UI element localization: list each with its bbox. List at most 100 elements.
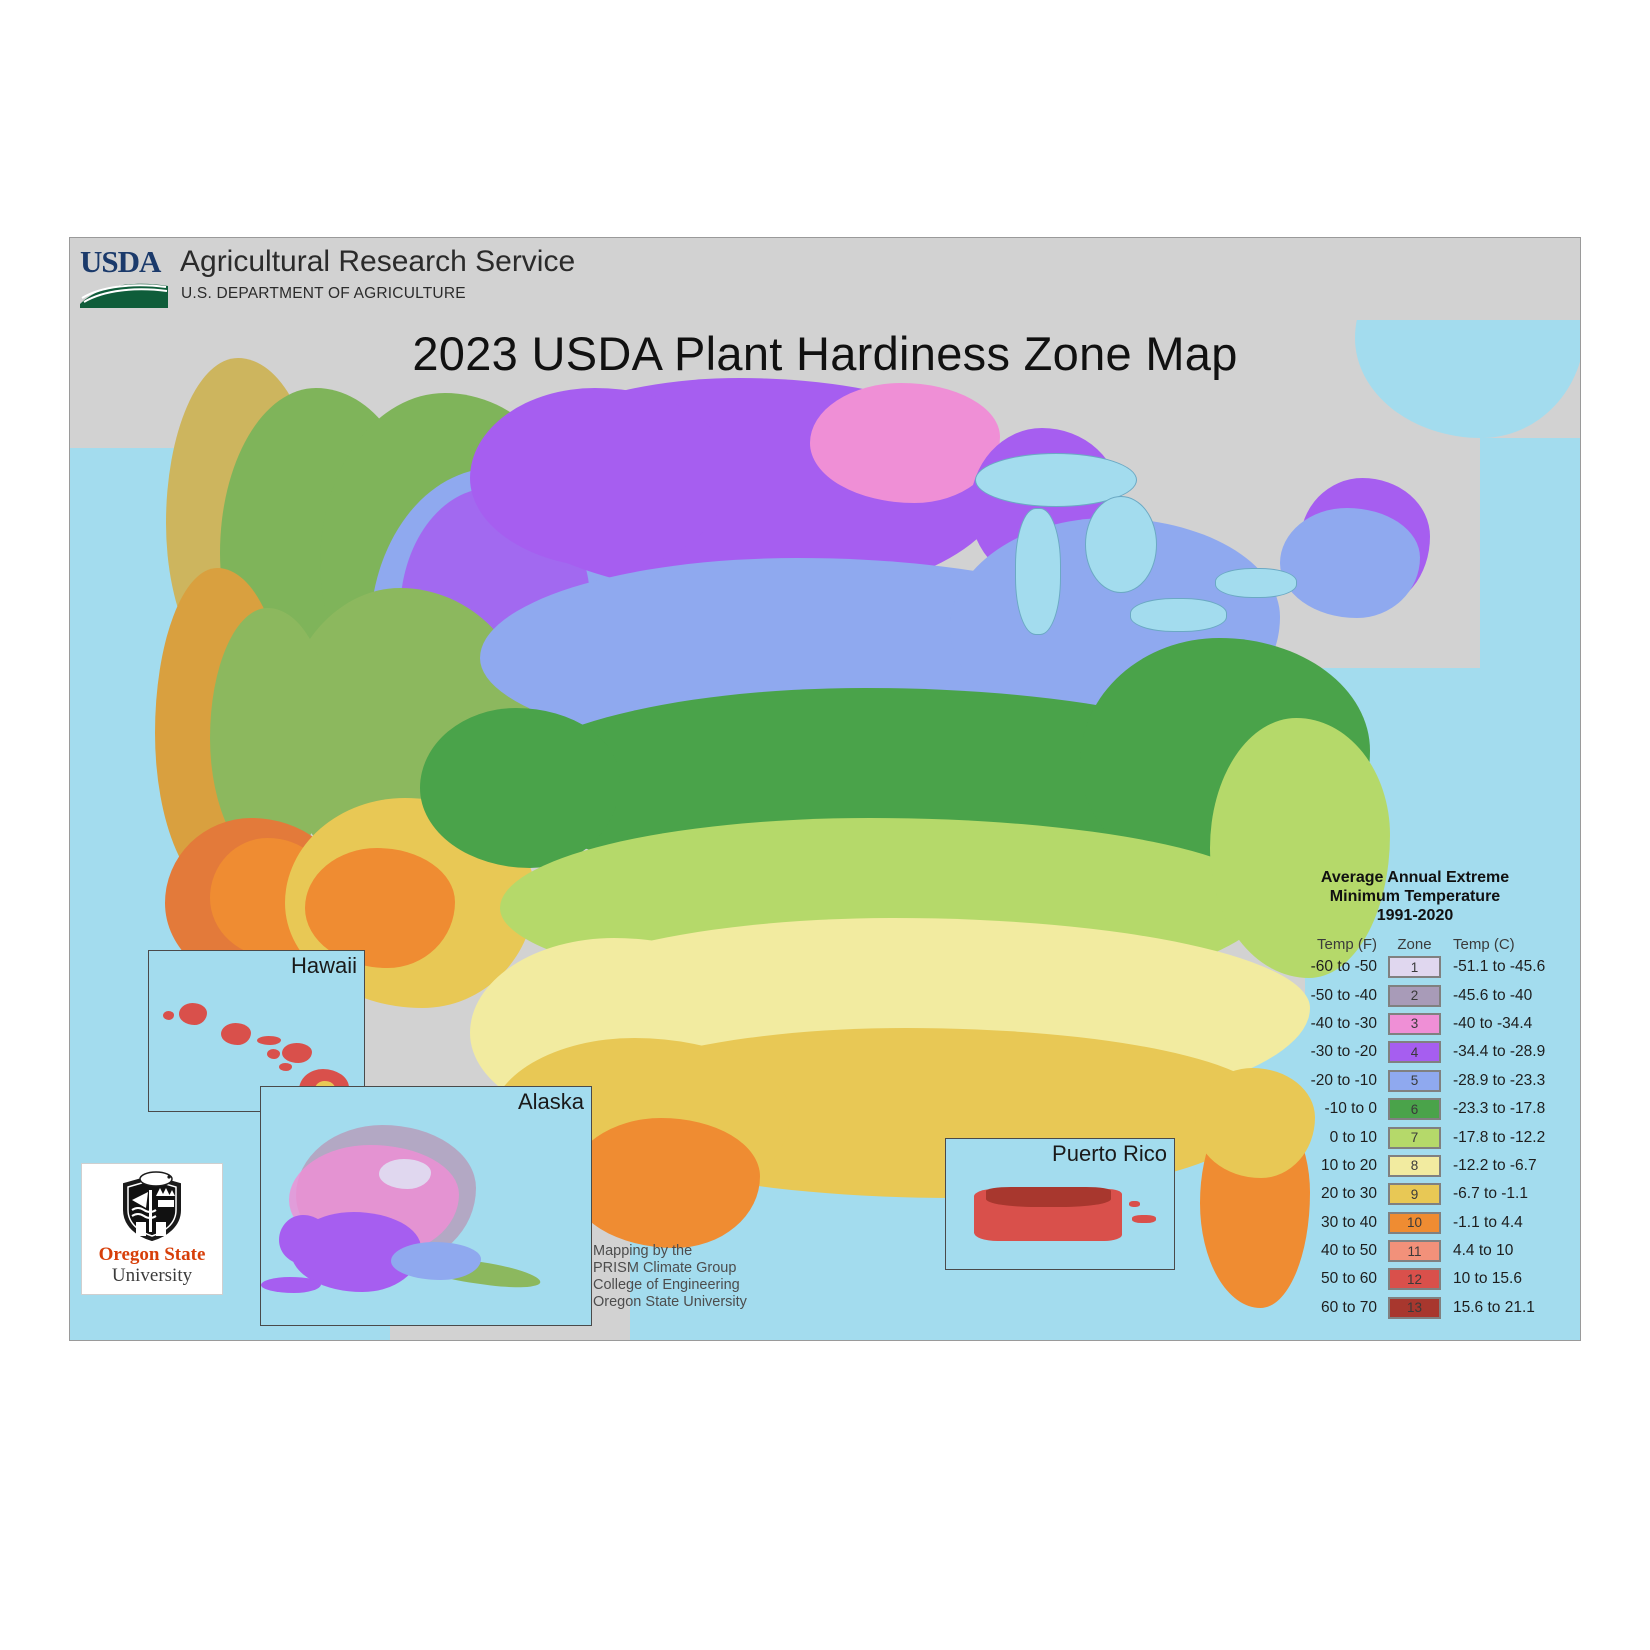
credit-line-4: Oregon State University (593, 1294, 747, 1310)
zone-region-montana-purple (470, 388, 730, 568)
legend-row: 20 to 30 9 -6.7 to -1.1 (1265, 1180, 1565, 1208)
legend-row: -40 to -30 3 -40 to -34.4 (1265, 1010, 1565, 1038)
oregon-state-beaver-crest-icon (116, 1170, 188, 1242)
legend-row: 50 to 60 12 10 to 15.6 (1265, 1265, 1565, 1293)
legend-temp-f: -50 to -40 (1310, 986, 1377, 1004)
legend-temp-f: -10 to 0 (1324, 1100, 1377, 1118)
legend-temp-f: -20 to -10 (1310, 1071, 1377, 1089)
legend-zone-swatch: 12 (1388, 1268, 1441, 1291)
header-band: USDA Agricultural Research Service U.S. … (70, 238, 1580, 320)
legend-header-temp-c: Temp (C) (1453, 936, 1515, 953)
credit-line-2: PRISM Climate Group (593, 1260, 737, 1276)
legend-temp-f: 10 to 20 (1320, 1156, 1377, 1174)
credit-line-3: College of Engineering (593, 1277, 740, 1293)
legend-row: -50 to -40 2 -45.6 to -40 (1265, 981, 1565, 1009)
legend-title: Average Annual Extreme Minimum Temperatu… (1265, 868, 1565, 925)
legend-temp-c: -45.6 to -40 (1453, 986, 1533, 1004)
legend-temp-c: -51.1 to -45.6 (1453, 958, 1546, 976)
legend-header-zone: Zone (1397, 936, 1432, 953)
legend-header-temp-f: Temp (F) (1317, 936, 1377, 953)
puerto-rico-culebra (1129, 1201, 1140, 1207)
legend-title-line1: Average Annual Extreme (1320, 869, 1510, 886)
legend-row: 10 to 20 8 -12.2 to -6.7 (1265, 1152, 1565, 1180)
legend-zone-swatch: 11 (1388, 1240, 1441, 1263)
legend-temp-f: 20 to 30 (1320, 1185, 1377, 1203)
zone-region-arizona-hot (305, 848, 455, 968)
legend-row: -10 to 0 6 -23.3 to -17.8 (1265, 1095, 1565, 1123)
legend-title-line3: 1991-2020 (1376, 907, 1454, 924)
legend-zone-swatch: 9 (1388, 1183, 1441, 1206)
legend-zone-swatch: 13 (1388, 1296, 1441, 1319)
hawaii-island-niihau (163, 1011, 174, 1020)
lake-huron (1085, 496, 1157, 593)
lake-erie (1130, 598, 1227, 632)
legend-zone-swatch: 7 (1388, 1126, 1441, 1149)
agency-name: Agricultural Research Service (180, 245, 576, 278)
legend-title-line2: Minimum Temperature (1329, 888, 1501, 905)
legend-zone-swatch: 10 (1388, 1211, 1441, 1234)
oregon-state-wordmark-line1: Oregon State (98, 1244, 206, 1265)
zone-region-atlantic-lightgreen (1210, 718, 1390, 978)
legend-zone-swatch: 5 (1388, 1069, 1441, 1092)
hawaii-island-kahoolawe (279, 1063, 292, 1071)
alaska-southcoast-blue (391, 1242, 481, 1280)
legend-temp-f: 0 to 10 (1329, 1128, 1377, 1146)
inset-puerto-rico-label: Puerto Rico (1052, 1141, 1167, 1166)
legend-row: 40 to 50 11 4.4 to 10 (1265, 1237, 1565, 1265)
legend-temp-c: 10 to 15.6 (1453, 1270, 1522, 1288)
legend-temp-c: -6.7 to -1.1 (1453, 1185, 1528, 1203)
usda-logo: USDA (80, 246, 170, 308)
legend-row: 60 to 70 13 15.6 to 21.1 (1265, 1294, 1565, 1322)
legend-temp-c: -23.3 to -17.8 (1453, 1100, 1546, 1118)
hawaii-island-lanai (267, 1049, 280, 1059)
legend-temp-c: -40 to -34.4 (1453, 1014, 1533, 1032)
hawaii-island-molokai (257, 1036, 281, 1045)
legend-temp-c: -1.1 to 4.4 (1453, 1213, 1523, 1231)
inset-alaska[interactable]: Alaska (260, 1086, 592, 1326)
alaska-seward-purple (279, 1215, 329, 1265)
legend-temp-c: -12.2 to -6.7 (1453, 1156, 1537, 1174)
map-canvas[interactable]: USDA Agricultural Research Service U.S. … (70, 238, 1580, 1340)
legend-temp-f: 50 to 60 (1320, 1270, 1377, 1288)
inset-puerto-rico[interactable]: Puerto Rico (945, 1138, 1175, 1270)
usda-wordmark: USDA (80, 244, 161, 279)
legend-zone-swatch: 6 (1388, 1098, 1441, 1121)
hawaii-island-oahu (221, 1023, 251, 1045)
page-title: 2023 USDA Plant Hardiness Zone Map (412, 327, 1238, 380)
legend-zone-swatch: 1 (1388, 956, 1441, 979)
inset-hawaii-label: Hawaii (290, 953, 357, 978)
legend-zone-swatch: 4 (1388, 1041, 1441, 1064)
legend-temp-c: 4.4 to 10 (1453, 1242, 1514, 1260)
lake-ontario (1215, 568, 1297, 598)
legend-rows: -60 to -50 1 -51.1 to -45.6 -50 to -40 2 -45.… (1265, 953, 1565, 1322)
usda-swoosh-icon (80, 278, 168, 308)
legend-temp-f: -30 to -20 (1310, 1043, 1377, 1061)
legend-temp-f: 40 to 50 (1320, 1242, 1377, 1260)
legend-row: 0 to 10 7 -17.8 to -12.2 (1265, 1123, 1565, 1151)
legend-column-headers: Temp (F) Zone Temp (C) (1265, 936, 1565, 953)
legend-row: -30 to -20 4 -34.4 to -28.9 (1265, 1038, 1565, 1066)
alaska-aleutian-chain (261, 1277, 321, 1293)
zone-region-colorado-green (420, 708, 620, 868)
hawaii-island-maui (282, 1043, 312, 1063)
zone-region-newengland-blue (1280, 508, 1420, 618)
zone-region-florida-gold (1195, 1068, 1315, 1178)
legend-temp-f: 30 to 40 (1320, 1213, 1377, 1231)
legend: Average Annual Extreme Minimum Temperatu… (1265, 868, 1565, 1322)
puerto-rico-interior-dark (986, 1187, 1111, 1207)
legend-row: 30 to 40 10 -1.1 to 4.4 (1265, 1209, 1565, 1237)
department-name: U.S. DEPARTMENT OF AGRICULTURE (181, 285, 466, 302)
oregon-state-wordmark-line2: University (111, 1265, 193, 1286)
lake-michigan (1015, 508, 1061, 635)
puerto-rico-vieques (1132, 1215, 1156, 1223)
legend-temp-f: 60 to 70 (1320, 1298, 1377, 1316)
legend-temp-c: -17.8 to -12.2 (1453, 1128, 1546, 1146)
mapping-credit: Mapping by the PRISM Climate Group Colle… (593, 1243, 747, 1311)
legend-temp-f: -40 to -30 (1310, 1014, 1377, 1032)
legend-row: -60 to -50 1 -51.1 to -45.6 (1265, 953, 1565, 981)
legend-temp-c: -28.9 to -23.3 (1453, 1071, 1546, 1089)
legend-zone-swatch: 8 (1388, 1154, 1441, 1177)
oregon-state-logo-box: Oregon State University (81, 1163, 223, 1295)
legend-temp-f: -60 to -50 (1310, 958, 1377, 976)
